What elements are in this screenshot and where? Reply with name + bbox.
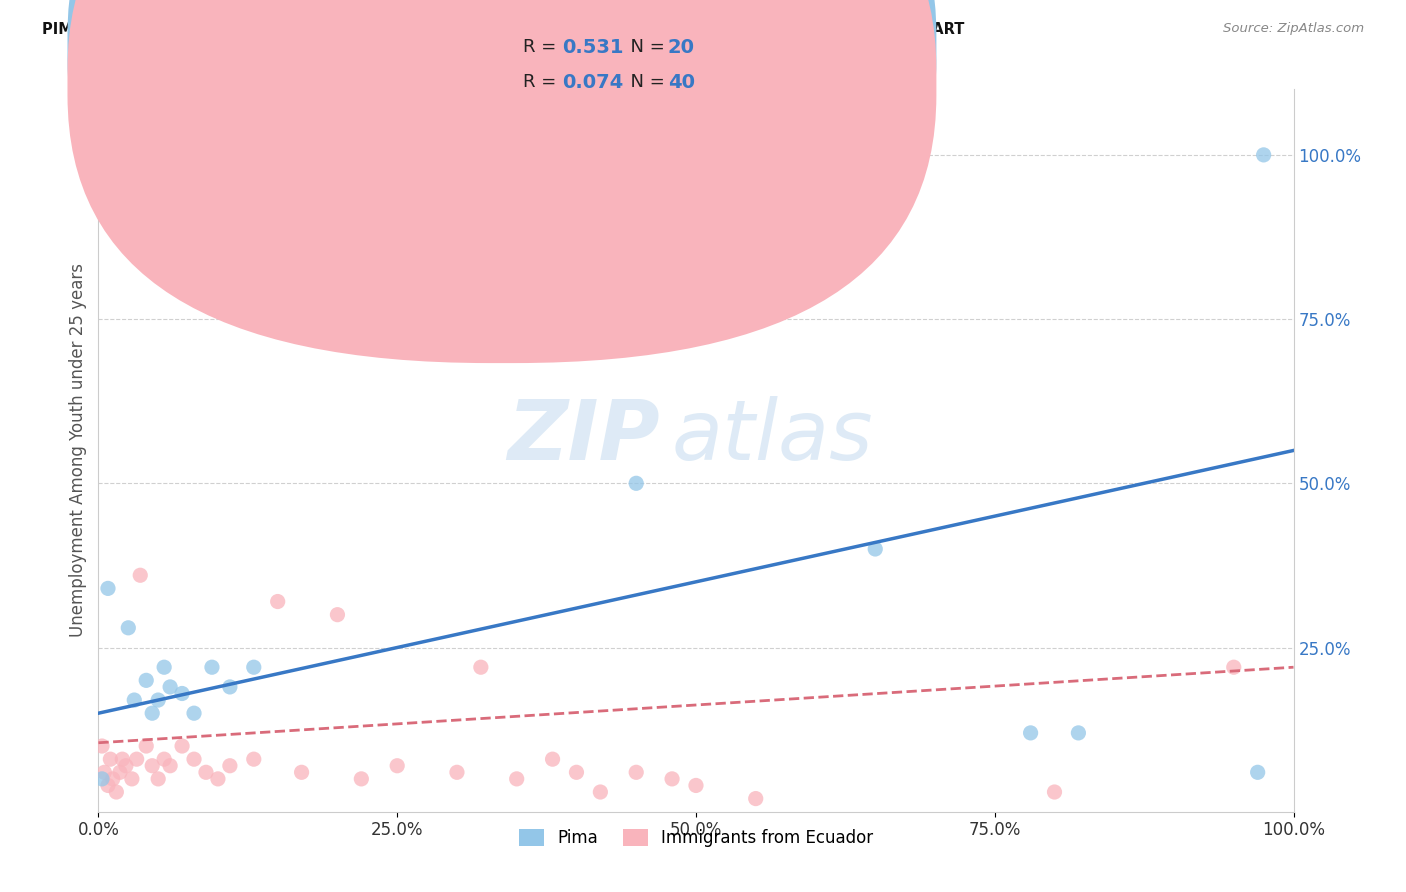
Point xyxy=(98,752,122,766)
Point xyxy=(115,758,138,772)
Point xyxy=(541,752,564,766)
Text: R =: R = xyxy=(523,73,562,91)
Point xyxy=(219,680,242,694)
Point xyxy=(243,752,266,766)
Point xyxy=(1253,148,1275,162)
Point xyxy=(101,772,124,786)
Point xyxy=(1223,660,1246,674)
Point xyxy=(125,752,148,766)
Point xyxy=(172,686,194,700)
Point xyxy=(685,779,707,793)
Point xyxy=(243,660,266,674)
Point xyxy=(135,739,157,753)
Point xyxy=(153,752,176,766)
Point xyxy=(97,779,120,793)
Point xyxy=(183,752,205,766)
Point xyxy=(97,582,120,596)
Point xyxy=(470,660,492,674)
Text: R =: R = xyxy=(523,38,562,56)
Point xyxy=(159,680,181,694)
Point xyxy=(291,765,314,780)
Point xyxy=(626,765,648,780)
Point xyxy=(326,607,349,622)
Point xyxy=(589,785,612,799)
Point xyxy=(1067,726,1090,740)
Point xyxy=(506,772,529,786)
Text: N =: N = xyxy=(619,38,671,56)
Point xyxy=(141,758,163,772)
Point xyxy=(93,765,115,780)
Point xyxy=(105,785,128,799)
Point xyxy=(91,772,114,786)
Text: 20: 20 xyxy=(668,37,695,57)
Point xyxy=(626,476,648,491)
Point xyxy=(350,772,373,786)
Point xyxy=(565,765,588,780)
Point xyxy=(1043,785,1066,799)
Point xyxy=(661,772,683,786)
Text: N =: N = xyxy=(619,73,671,91)
Point xyxy=(865,541,887,556)
Point xyxy=(159,758,181,772)
Point xyxy=(124,693,146,707)
Point xyxy=(1019,726,1042,740)
Point xyxy=(385,758,409,772)
Text: ZIP: ZIP xyxy=(508,395,661,476)
Point xyxy=(141,706,163,721)
Text: 40: 40 xyxy=(668,72,695,92)
Text: 0.074: 0.074 xyxy=(562,72,624,92)
Point xyxy=(111,752,134,766)
Point xyxy=(135,673,157,688)
Point xyxy=(446,765,468,780)
Point xyxy=(207,772,229,786)
Text: 0.531: 0.531 xyxy=(562,37,624,57)
Point xyxy=(219,758,242,772)
Point xyxy=(129,568,152,582)
Point xyxy=(1247,765,1270,780)
Point xyxy=(195,765,218,780)
Point xyxy=(745,791,768,805)
Point xyxy=(108,765,131,780)
Point xyxy=(153,660,176,674)
Legend: Pima, Immigrants from Ecuador: Pima, Immigrants from Ecuador xyxy=(512,822,880,854)
Point xyxy=(183,706,205,721)
Point xyxy=(201,660,224,674)
Point xyxy=(148,693,170,707)
Text: Source: ZipAtlas.com: Source: ZipAtlas.com xyxy=(1223,22,1364,36)
Point xyxy=(121,772,143,786)
Y-axis label: Unemployment Among Youth under 25 years: Unemployment Among Youth under 25 years xyxy=(69,263,87,638)
Text: PIMA VS IMMIGRANTS FROM ECUADOR UNEMPLOYMENT AMONG YOUTH UNDER 25 YEARS CORRELAT: PIMA VS IMMIGRANTS FROM ECUADOR UNEMPLOY… xyxy=(42,22,965,37)
Point xyxy=(117,621,139,635)
Point xyxy=(148,772,170,786)
Point xyxy=(172,739,194,753)
Point xyxy=(267,594,290,608)
Point xyxy=(91,739,114,753)
Text: atlas: atlas xyxy=(672,395,873,476)
